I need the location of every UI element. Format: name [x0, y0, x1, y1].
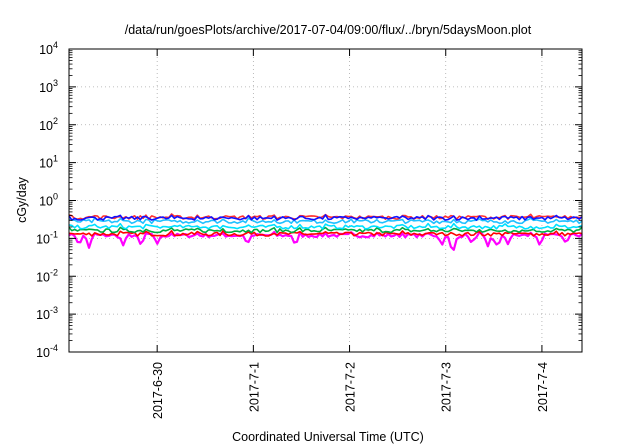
series-line — [68, 226, 583, 234]
y-tick-label: 10-1 — [36, 229, 58, 246]
y-tick-label: 10-2 — [36, 267, 58, 284]
y-tick-label: 10-4 — [36, 343, 58, 360]
series-group — [68, 213, 583, 251]
x-axis: 2017-6-30 2017-7-1 2017-7-2 2017-7-3 2017-7-… — [151, 49, 550, 419]
series-line — [68, 214, 583, 221]
x-tick-label: 2017-6-30 — [151, 362, 165, 419]
series-line — [68, 230, 583, 237]
series-line — [68, 231, 583, 251]
y-tick-label: 103 — [39, 78, 58, 95]
y-tick-label: 10-3 — [36, 305, 58, 322]
y-tick-label: 100 — [39, 192, 58, 209]
series-line — [68, 222, 583, 230]
x-tick-label: 2017-7-3 — [440, 362, 454, 412]
chart-title: /data/run/goesPlots/archive/2017-07-04/0… — [125, 23, 532, 37]
y-tick-label: 104 — [39, 40, 58, 57]
y-axis-label: cGy/day — [15, 176, 29, 223]
x-axis-label: Coordinated Universal Time (UTC) — [232, 430, 424, 444]
y-axis: 10-4 10-3 10-2 10-1 100 101 102 103 104 — [36, 40, 582, 360]
x-tick-label: 2017-7-1 — [247, 362, 261, 412]
x-tick-label: 2017-7-2 — [344, 362, 358, 412]
y-tick-label: 101 — [39, 154, 58, 171]
series-line — [68, 217, 583, 225]
x-tick-label: 2017-7-4 — [536, 362, 550, 412]
grid — [69, 49, 582, 352]
y-tick-label: 102 — [39, 116, 58, 133]
